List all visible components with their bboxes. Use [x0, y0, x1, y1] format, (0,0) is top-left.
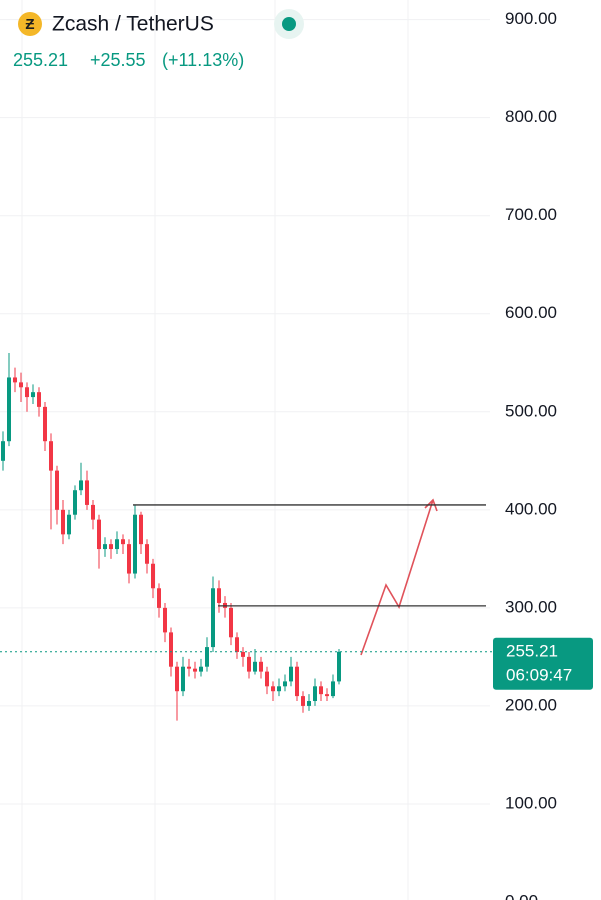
- last-price: 255.21: [13, 50, 68, 70]
- candle-body: [67, 514, 71, 535]
- price-tag-countdown: 06:09:47: [506, 665, 572, 684]
- candle-body: [283, 681, 287, 687]
- candle-body: [139, 514, 143, 545]
- change-pct: (+11.13%): [162, 50, 244, 70]
- candle-body: [331, 681, 335, 697]
- candle-body: [163, 607, 167, 633]
- candle-body: [55, 470, 59, 510]
- candle-body: [217, 588, 221, 603]
- y-tick-label: 300.00: [505, 597, 557, 616]
- candle-body: [199, 666, 203, 672]
- candle-body: [295, 666, 299, 697]
- candle-body: [103, 544, 107, 550]
- candle-body: [253, 661, 257, 672]
- candle-body: [127, 544, 131, 574]
- y-tick-label: 700.00: [505, 205, 557, 224]
- candle-body: [307, 701, 311, 706]
- candle-body: [337, 651, 341, 682]
- candle-body: [79, 480, 83, 491]
- candle-body: [301, 696, 305, 706]
- y-tick-label: 600.00: [505, 303, 557, 322]
- candle-body: [145, 544, 149, 564]
- symbol-title: Zcash / TetherUS: [52, 13, 214, 36]
- candle-body: [277, 686, 281, 692]
- candle-body: [85, 480, 89, 505]
- candle-body: [325, 694, 329, 697]
- candle-body: [235, 637, 239, 652]
- y-tick-label: 100.00: [505, 793, 557, 812]
- price-tag-price: 255.21: [506, 641, 558, 660]
- candle-body: [91, 504, 95, 520]
- candle-body: [169, 632, 173, 667]
- candle-body: [151, 563, 155, 589]
- candle-body: [211, 588, 215, 648]
- candle-body: [241, 651, 245, 657]
- y-tick-label: 0.00: [505, 891, 538, 900]
- candle-body: [229, 607, 233, 638]
- y-tick-label: 500.00: [505, 401, 557, 420]
- y-tick-label: 800.00: [505, 107, 557, 126]
- coin-logo: [18, 12, 42, 36]
- change: +25.55: [90, 50, 146, 70]
- candle-body: [289, 666, 293, 682]
- candle-body: [31, 392, 35, 398]
- candle-body: [187, 666, 191, 669]
- candle-body: [43, 406, 47, 442]
- y-tick-label: 400.00: [505, 499, 557, 518]
- candle-body: [97, 519, 101, 550]
- candle-body: [49, 441, 53, 471]
- candle-body: [193, 668, 197, 672]
- candle-body: [121, 539, 125, 545]
- candle-body: [61, 509, 65, 535]
- candle-body: [19, 382, 23, 388]
- candle-body: [133, 514, 137, 574]
- candle-body: [7, 377, 11, 442]
- y-tick-label: 200.00: [505, 695, 557, 714]
- candle-body: [13, 377, 17, 383]
- candle-body: [181, 666, 185, 692]
- candle-body: [271, 686, 275, 692]
- plot: [0, 19, 490, 805]
- candle-body: [109, 544, 113, 550]
- candle-body: [157, 588, 161, 608]
- status-dot: [282, 17, 296, 31]
- candle-body: [175, 666, 179, 692]
- candle-body: [37, 392, 41, 407]
- price-tag: [493, 637, 593, 690]
- arrow-annotation: [360, 499, 434, 656]
- y-tick-label: 900.00: [505, 9, 557, 28]
- candle-body: [205, 647, 209, 667]
- candle-body: [1, 441, 5, 461]
- coin-logo-glyph: Ƶ: [25, 16, 34, 33]
- candle-body: [319, 686, 323, 695]
- time-grid: [21, 0, 409, 900]
- candle-body: [115, 539, 119, 550]
- candle-body: [73, 490, 77, 515]
- candle-body: [313, 686, 317, 702]
- candle-body: [259, 661, 263, 672]
- candle-body: [265, 671, 269, 687]
- candle-body: [25, 387, 29, 398]
- candle-body: [247, 656, 251, 672]
